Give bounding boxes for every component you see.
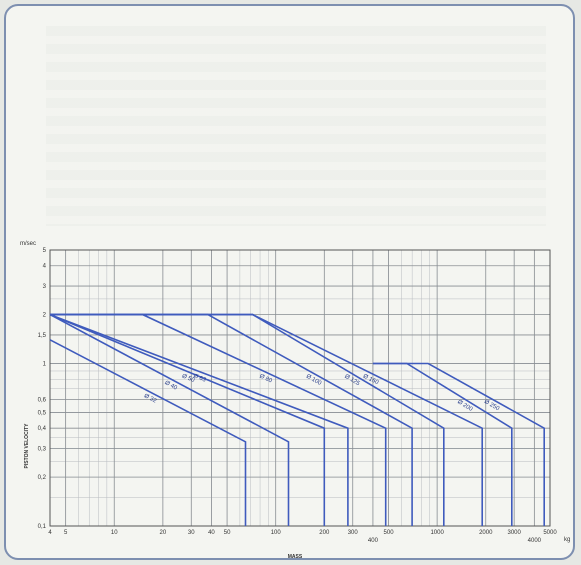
x-unit-label: kg (564, 537, 570, 543)
x-tick-label: 1000 (430, 530, 444, 536)
chart-panel: Ø 32 Ø 40 Ø 50 Ø 63 Ø 80 Ø 100 Ø 125 Ø 160 Ø 200… (4, 4, 575, 560)
series-line (49, 313, 326, 526)
x-tick-label: 5000 (543, 530, 557, 536)
series-label: Ø 40 (164, 380, 179, 392)
series-label: Ø 63 (192, 373, 207, 383)
x-tick-label: 30 (188, 530, 195, 536)
x-tick-label: 5 (64, 530, 68, 536)
series-label: Ø 100 (305, 374, 323, 388)
y-tick-label: 1,5 (38, 333, 47, 339)
series-line (49, 313, 349, 526)
series-label: Ø 80 (258, 374, 273, 385)
y-tick-label: 0,3 (38, 446, 47, 452)
series-line (372, 362, 545, 526)
x-tick-labels: 4 5 10 20 30 40 50 100 200 300 400 500 1000 2000 3000 4… (48, 530, 557, 544)
x-tick-label: 10 (111, 530, 118, 536)
series-line (49, 313, 290, 526)
y-tick-label: 4 (43, 264, 47, 270)
y-tick-label: 5 (43, 248, 47, 254)
x-tick-label: 20 (160, 530, 167, 536)
y-tick-label: 1 (43, 362, 47, 368)
series-label: Ø 50 (181, 373, 196, 384)
y-unit-label: m/sec (20, 241, 36, 247)
x-tick-label: 2000 (479, 530, 493, 536)
x-tick-label: 400 (368, 538, 379, 544)
x-tick-label: 40 (208, 530, 215, 536)
series-label: Ø 200 (456, 399, 474, 413)
series-lines (49, 313, 545, 526)
y-tick-label: 2 (43, 313, 47, 319)
series-line (50, 313, 413, 526)
series-line (50, 313, 387, 526)
x-tick-label: 50 (224, 530, 231, 536)
plot-border (49, 249, 551, 527)
x-axis-label: MASS (288, 554, 303, 560)
y-tick-labels: 5 4 3 2 1,5 1 0,6 0,5 0,4 0,3 0,2 0,1 (38, 248, 47, 530)
series-line (49, 339, 247, 526)
series-line (50, 313, 483, 526)
y-tick-label: 0,2 (38, 475, 47, 481)
x-tick-label: 200 (319, 530, 330, 536)
series-label: Ø 32 (143, 393, 158, 405)
series-line (372, 362, 513, 526)
x-tick-label: 3000 (508, 530, 522, 536)
series-label: Ø 125 (343, 374, 361, 388)
y-tick-label: 0,6 (38, 398, 47, 404)
y-tick-label: 0,4 (38, 426, 47, 432)
x-tick-label: 300 (348, 530, 359, 536)
y-axis-label: PISTON VELOCITY (24, 423, 30, 469)
y-tick-label: 0,1 (38, 524, 47, 530)
x-tick-label: 4 (48, 530, 52, 536)
x-tick-label: 500 (384, 530, 395, 536)
x-tick-label: 100 (271, 530, 282, 536)
faded-text-block (46, 26, 546, 226)
y-tick-label: 3 (43, 284, 47, 290)
x-tick-label: 4000 (528, 538, 542, 544)
y-tick-label: 0,5 (38, 410, 47, 416)
